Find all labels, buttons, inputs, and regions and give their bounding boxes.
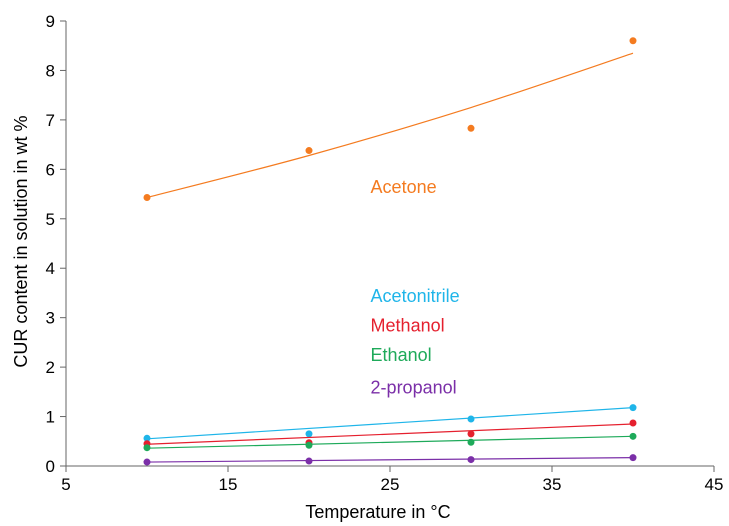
data-point-ethanol <box>143 444 151 452</box>
x-ticks: 5 15 25 35 45 <box>61 466 723 494</box>
y-tick-label: 6 <box>46 160 55 179</box>
data-point-acetone <box>629 37 637 45</box>
data-point-acetone <box>305 147 313 155</box>
series-labels: Acetone Acetonitrile Methanol Ethanol 2-prop… <box>371 177 460 397</box>
y-tick-label: 8 <box>46 61 55 80</box>
x-tick-label: 45 <box>705 475 724 494</box>
y-tick-label: 2 <box>46 358 55 377</box>
y-ticks: 0 1 2 3 4 5 6 7 8 9 <box>46 12 66 476</box>
series-ethanol <box>143 432 637 452</box>
y-tick-label: 4 <box>46 259 55 278</box>
y-tick-label: 3 <box>46 309 55 328</box>
trend-line-acetone <box>146 52 634 199</box>
data-point-2-propanol <box>143 458 151 466</box>
trend-line-acetonitrile <box>146 407 634 440</box>
trend-line-ethanol <box>146 435 634 449</box>
data-point-2-propanol <box>467 456 475 464</box>
series-layer <box>143 37 637 466</box>
series-acetone <box>143 37 637 202</box>
series-label-acetone: Acetone <box>371 177 437 197</box>
series-2-propanol <box>143 454 637 466</box>
x-axis-title: Temperature in °C <box>305 502 450 522</box>
y-axis-title: CUR content in solution in wt % <box>11 115 31 367</box>
data-point-acetonitrile <box>467 415 475 423</box>
data-point-ethanol <box>467 438 475 446</box>
series-label-2-propanol: 2-propanol <box>371 377 457 397</box>
y-tick-label: 7 <box>46 111 55 130</box>
axes <box>65 21 714 467</box>
data-point-ethanol <box>305 441 313 449</box>
y-tick-label: 1 <box>46 408 55 427</box>
series-label-methanol: Methanol <box>371 316 445 336</box>
y-tick-label: 0 <box>46 457 55 476</box>
data-point-2-propanol <box>305 457 313 465</box>
data-point-acetonitrile <box>143 434 151 442</box>
data-point-acetone <box>467 124 475 132</box>
series-label-ethanol: Ethanol <box>371 345 432 365</box>
y-tick-label: 5 <box>46 210 55 229</box>
x-tick-label: 15 <box>219 475 238 494</box>
trend-line-methanol <box>146 423 634 445</box>
x-tick-label: 5 <box>61 475 70 494</box>
data-point-methanol <box>629 419 637 427</box>
x-tick-label: 25 <box>381 475 400 494</box>
data-point-methanol <box>467 430 475 438</box>
data-point-acetonitrile <box>305 430 313 438</box>
trend-line-2-propanol <box>146 456 634 463</box>
data-point-ethanol <box>629 432 637 440</box>
data-point-acetonitrile <box>629 404 637 412</box>
y-tick-label: 9 <box>46 12 55 31</box>
data-point-2-propanol <box>629 454 637 462</box>
x-tick-label: 35 <box>543 475 562 494</box>
data-point-acetone <box>143 194 151 202</box>
series-label-acetonitrile: Acetonitrile <box>371 286 460 306</box>
series-acetonitrile <box>143 404 637 442</box>
